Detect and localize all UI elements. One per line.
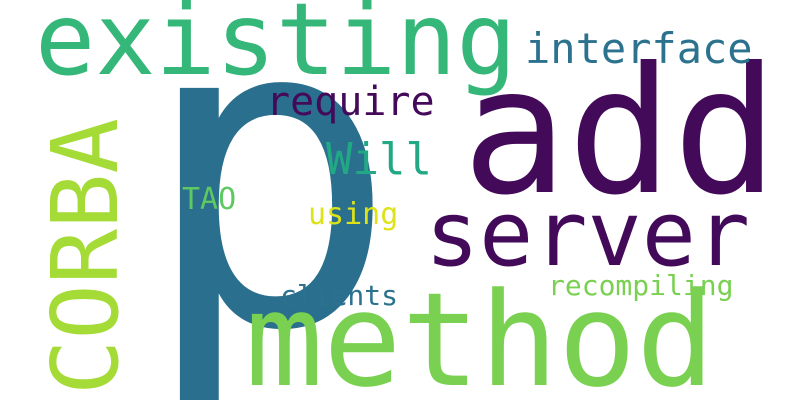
word-method: method <box>245 264 715 400</box>
word-server: server <box>425 182 751 287</box>
word-add: add <box>462 31 779 234</box>
word-tao: TAO <box>182 182 237 217</box>
word-corba: CORBA <box>32 118 139 395</box>
word-recompiling: recompiling <box>548 269 734 302</box>
word-existing: existing <box>35 0 517 98</box>
word-clients: clients <box>280 279 399 312</box>
word-will: Will <box>326 134 432 185</box>
word-interface: interface <box>525 24 753 73</box>
word-p: p <box>140 0 399 400</box>
word-using: using <box>308 197 399 232</box>
word-require: require <box>266 79 435 125</box>
